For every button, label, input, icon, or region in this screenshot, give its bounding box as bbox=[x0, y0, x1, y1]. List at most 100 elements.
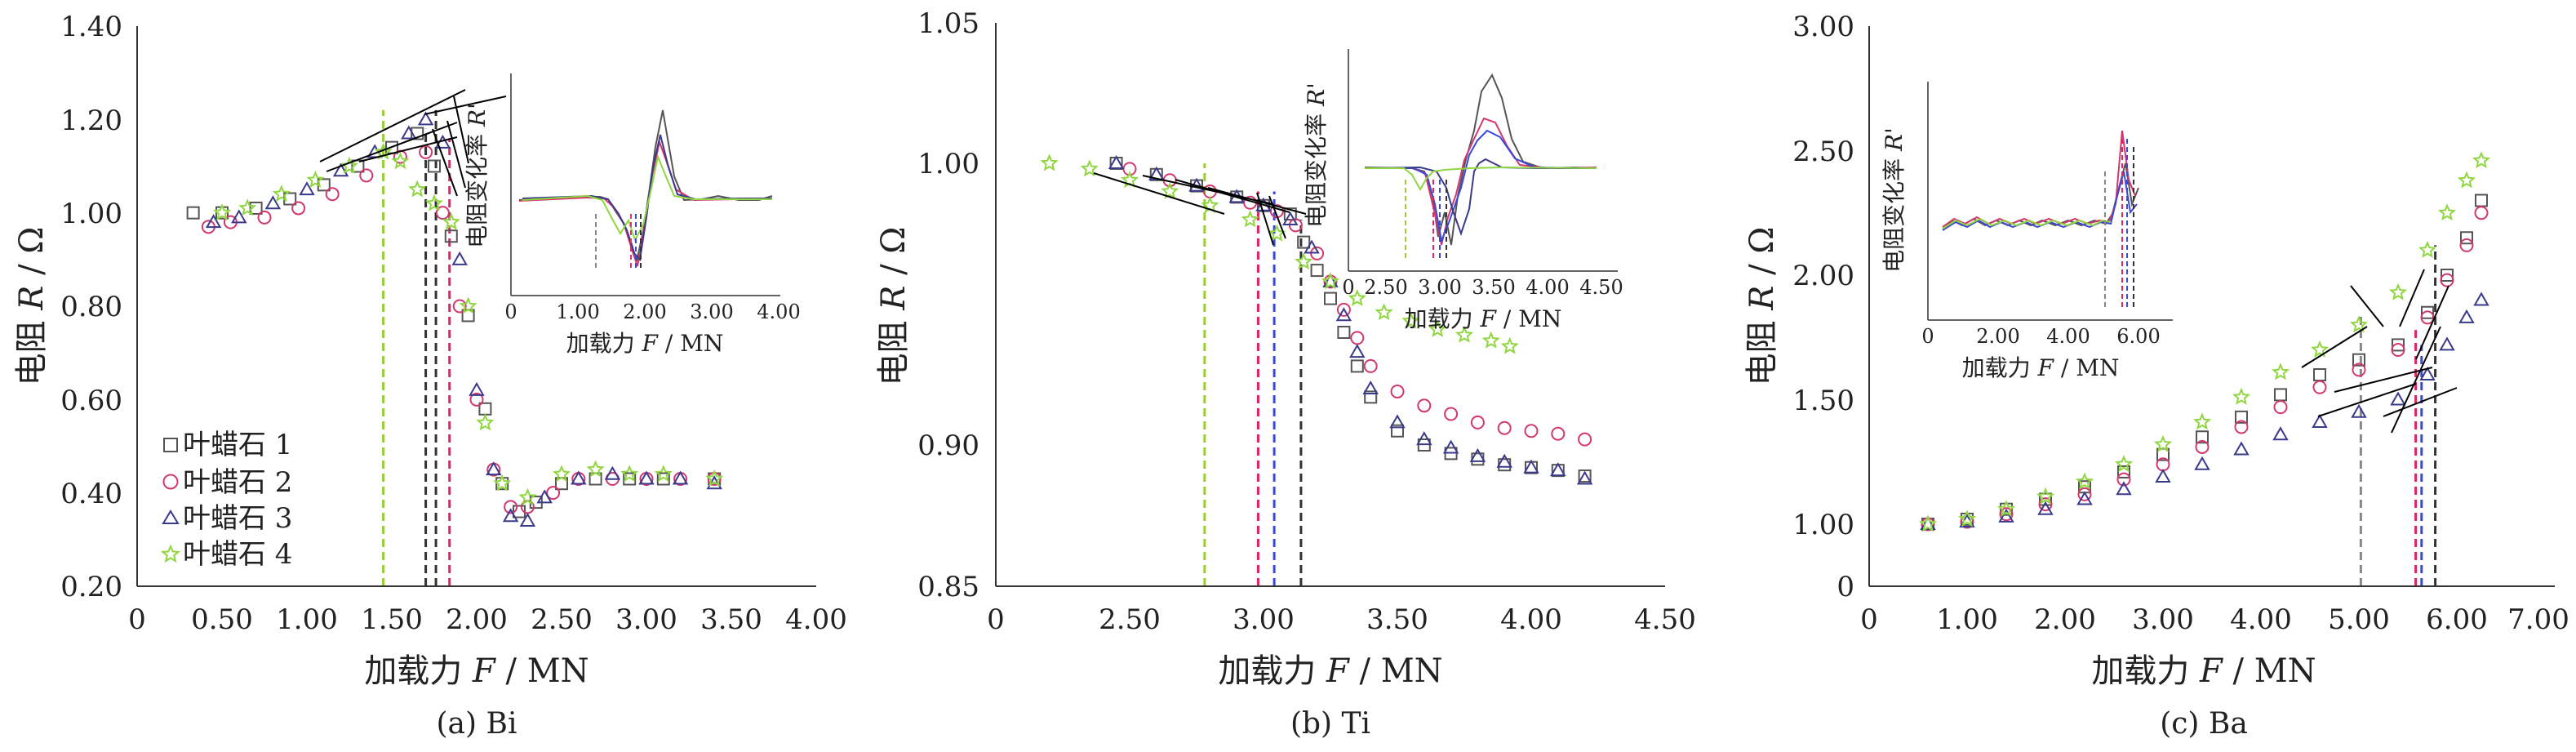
data-point-circle bbox=[1350, 331, 1365, 345]
x-tick-label: 0 bbox=[128, 603, 146, 636]
data-point-star bbox=[1295, 252, 1313, 270]
data-point-star bbox=[552, 465, 571, 483]
star-marker-icon bbox=[160, 544, 181, 563]
data-point-star bbox=[1080, 159, 1099, 177]
data-point-square bbox=[428, 159, 441, 173]
data-point-triangle bbox=[1469, 447, 1486, 462]
data-point-star bbox=[238, 198, 257, 216]
data-point-circle bbox=[504, 500, 518, 514]
data-point-circle bbox=[2391, 343, 2405, 357]
data-point-star bbox=[1161, 181, 1179, 199]
panel-b-inset: 电阻变化率 R' 0 2.50 3.00 3.50 4.00 4.50 加载力 … bbox=[1303, 49, 1623, 332]
panel-c-inset: 电阻变化率 R' 0 2.00 4.00 6.00 加载力 F / MN bbox=[1881, 82, 2173, 381]
data-point-circle bbox=[325, 187, 340, 202]
data-point-star bbox=[212, 203, 232, 220]
data-point-circle bbox=[359, 168, 374, 183]
data-point-square bbox=[2235, 410, 2248, 424]
panel-a-y-ticks: 0.20 0.40 0.60 0.80 1.00 1.20 1.40 bbox=[60, 11, 122, 603]
data-point-circle bbox=[2459, 238, 2474, 252]
legend-item: 叶蜡石 3 bbox=[162, 502, 292, 535]
data-point-circle bbox=[546, 486, 561, 501]
data-point-circle bbox=[257, 210, 272, 225]
x-tick-label: 4.00 bbox=[785, 603, 847, 636]
x-tick-label: 2.50 bbox=[531, 603, 593, 636]
data-point-triangle bbox=[469, 381, 485, 396]
data-point-star bbox=[2075, 472, 2094, 490]
data-point-triangle bbox=[2390, 391, 2406, 406]
x-tick-label: 7.00 bbox=[2507, 603, 2569, 636]
data-point-circle bbox=[2273, 400, 2288, 415]
data-point-square bbox=[2460, 231, 2473, 245]
x-tick-label: 3.50 bbox=[1366, 603, 1428, 636]
data-point-square bbox=[656, 472, 670, 486]
x-tick-label: 3.00 bbox=[2132, 603, 2194, 636]
data-point-circle bbox=[452, 299, 467, 314]
data-point-circle bbox=[2352, 363, 2366, 377]
data-point-circle bbox=[1470, 415, 1485, 429]
data-point-star bbox=[2472, 151, 2491, 169]
data-point-star bbox=[391, 152, 410, 170]
inset-x-tick-label: 4.00 bbox=[1526, 276, 1569, 299]
x-tick-label: 0.50 bbox=[191, 603, 253, 636]
y-tick-label: 1.00 bbox=[917, 148, 979, 180]
legend-item: 叶蜡石 2 bbox=[162, 466, 292, 499]
data-point-star bbox=[1918, 514, 1938, 532]
data-point-triangle bbox=[1496, 453, 1512, 468]
panel-b-inset-x-label: 加载力 F / MN bbox=[1405, 305, 1562, 332]
inset-x-tick-label: 0 bbox=[504, 300, 517, 323]
data-point-triangle bbox=[571, 470, 587, 485]
data-point-circle bbox=[1417, 398, 1432, 413]
panel-a-x-axis-label: 加载力 F / MN bbox=[364, 652, 588, 690]
data-point-triangle bbox=[264, 195, 282, 210]
data-point-circle bbox=[1497, 420, 1512, 435]
data-point-square bbox=[2156, 447, 2170, 461]
inset-x-tick-label: 0 bbox=[1921, 325, 1934, 348]
data-point-star bbox=[518, 487, 537, 505]
x-tick-label: 2.50 bbox=[1099, 603, 1161, 636]
data-point-triangle bbox=[2458, 309, 2475, 323]
x-tick-label: 4.00 bbox=[2230, 603, 2292, 636]
data-point-triangle bbox=[638, 470, 655, 485]
data-point-triangle bbox=[2272, 426, 2289, 441]
x-tick-label: 3.00 bbox=[615, 603, 677, 636]
data-point-star bbox=[1401, 311, 1420, 329]
data-point-square bbox=[1337, 326, 1351, 339]
data-point-triangle bbox=[299, 181, 315, 196]
panel-c-x-ticks: 0 1.00 2.00 3.00 4.00 5.00 6.00 7.00 bbox=[1860, 603, 2569, 636]
x-tick-label: 2.00 bbox=[446, 603, 508, 636]
inset-x-tick-label: 3.50 bbox=[1472, 276, 1515, 299]
data-point-triangle bbox=[1108, 154, 1125, 169]
data-point-star bbox=[705, 469, 724, 487]
data-point-star bbox=[1040, 154, 1059, 171]
data-point-star bbox=[2418, 240, 2437, 258]
data-point-triangle bbox=[1550, 462, 1566, 477]
inset-x-tick-label: 4.50 bbox=[1579, 276, 1623, 299]
data-point-triangle bbox=[1442, 439, 1459, 454]
data-point-circle bbox=[469, 392, 484, 407]
y-tick-label: 2.00 bbox=[1792, 260, 1854, 292]
data-point-triangle bbox=[1335, 307, 1352, 322]
y-tick-label: 3.00 bbox=[1792, 11, 1854, 43]
x-tick-label: 0 bbox=[1860, 603, 1878, 636]
inset-x-tick-label: 0 bbox=[1342, 276, 1354, 299]
data-point-square bbox=[1350, 359, 1364, 373]
data-point-triangle bbox=[1282, 211, 1299, 225]
data-point-circle bbox=[2420, 310, 2435, 325]
inset-x-tick-label: 4.00 bbox=[2046, 325, 2090, 348]
triangle-marker-icon bbox=[162, 509, 180, 524]
inset-x-tick-label: 6.00 bbox=[2116, 325, 2160, 348]
x-tick-label: 6.00 bbox=[2426, 603, 2488, 636]
data-point-triangle bbox=[451, 251, 468, 265]
y-tick-label: 1.00 bbox=[1792, 509, 1854, 541]
data-point-circle bbox=[2312, 380, 2327, 394]
square-marker-icon bbox=[163, 438, 178, 452]
panel-a-inset-x-label: 加载力 F / MN bbox=[566, 330, 724, 357]
y-tick-label: 1.00 bbox=[60, 198, 122, 230]
panel-a-y-axis-label: 电阻 R / Ω bbox=[13, 227, 51, 386]
data-point-triangle bbox=[2155, 469, 2171, 483]
data-point-triangle bbox=[2312, 413, 2328, 428]
data-point-square bbox=[1391, 424, 1404, 438]
data-point-triangle bbox=[1920, 515, 1936, 530]
y-tick-label: 0.90 bbox=[917, 429, 979, 462]
y-tick-label: 0.80 bbox=[60, 291, 122, 323]
